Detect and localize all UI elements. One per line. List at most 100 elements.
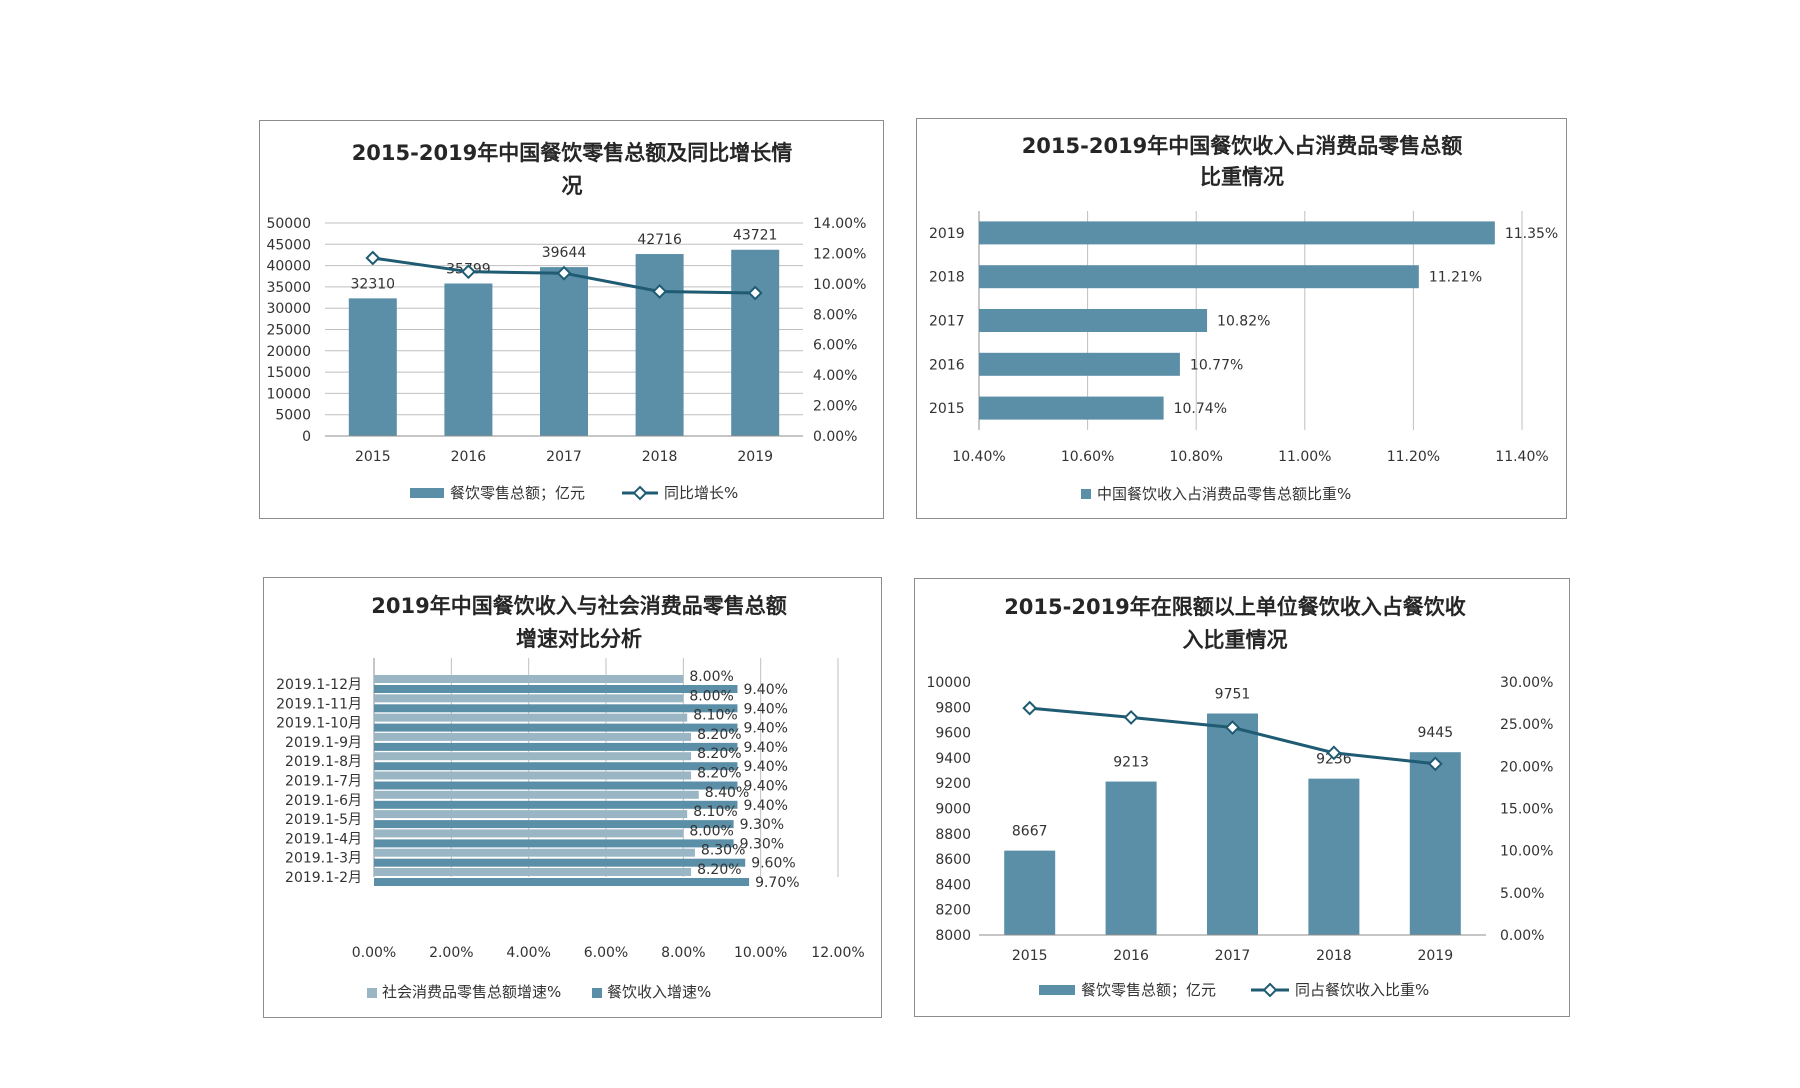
- y-tick-label: 2019: [929, 226, 965, 242]
- bar-value-label: 8.00%: [689, 669, 733, 685]
- bar: [979, 265, 1419, 289]
- bar-value-label: 8.00%: [689, 823, 733, 839]
- y-tick-label: 30000: [266, 301, 311, 317]
- legend-swatch: [410, 488, 444, 498]
- bar-value-label: 9751: [1215, 686, 1251, 702]
- bar-value-label: 39644: [542, 245, 587, 261]
- y-tick-label: 9800: [935, 700, 971, 716]
- chart-title: 2015-2019年在限额以上单位餐饮收入占餐饮收: [1004, 595, 1466, 619]
- bar: [374, 675, 684, 683]
- line-marker: [460, 264, 476, 280]
- bar: [374, 839, 734, 848]
- x-tick-label: 8.00%: [661, 945, 705, 961]
- chart-restaurant-retail-growth: 2015-2019年中国餐饮零售总额及同比增长情况500004500040000…: [266, 141, 866, 502]
- legend-swatch: [592, 988, 602, 998]
- x-tick-label: 2015: [1012, 948, 1048, 964]
- bar-value-label: 8.20%: [697, 746, 741, 762]
- bar-value-label: 9.40%: [743, 740, 787, 756]
- x-tick-label: 11.00%: [1278, 449, 1331, 465]
- line-marker: [747, 285, 763, 301]
- legend-label: 餐饮收入增速%: [607, 983, 711, 1001]
- bar-value-label: 10.77%: [1190, 357, 1243, 373]
- y2-tick-label: 14.00%: [813, 216, 866, 232]
- legend-swatch: [1081, 489, 1091, 499]
- bar-value-label: 11.21%: [1429, 270, 1482, 286]
- y-tick-label: 2019.1-12月: [276, 677, 362, 693]
- x-tick-label: 2017: [546, 449, 582, 465]
- x-tick-label: 2.00%: [429, 945, 473, 961]
- x-tick-label: 10.40%: [952, 449, 1005, 465]
- x-tick-label: 10.00%: [734, 945, 787, 961]
- x-tick-label: 0.00%: [352, 945, 396, 961]
- y-tick-label: 25000: [266, 323, 311, 339]
- x-tick-label: 4.00%: [506, 945, 550, 961]
- y-tick-label: 9200: [935, 776, 971, 792]
- y-tick-label: 8400: [935, 877, 971, 893]
- y-tick-label: 10000: [266, 386, 311, 402]
- line-marker: [1427, 756, 1443, 772]
- line-marker: [1326, 745, 1342, 761]
- legend-label: 社会消费品零售总额增速%: [382, 983, 561, 1001]
- y2-tick-label: 2.00%: [813, 399, 857, 415]
- y-tick-label: 9600: [935, 726, 971, 742]
- bar: [374, 781, 738, 790]
- y-tick-label: 8000: [935, 928, 971, 944]
- legend-label: 同占餐饮收入比重%: [1295, 981, 1429, 999]
- bar: [1004, 850, 1056, 935]
- line-marker: [632, 485, 648, 501]
- x-tick-label: 2016: [451, 449, 487, 465]
- y2-tick-label: 15.00%: [1500, 802, 1553, 818]
- bar: [374, 713, 688, 722]
- bar: [444, 283, 493, 436]
- x-tick-label: 10.80%: [1170, 449, 1223, 465]
- y2-tick-label: 0.00%: [813, 429, 857, 445]
- chart-title: 比重情况: [1200, 165, 1284, 189]
- legend-label: 餐饮零售总额；亿元: [1081, 981, 1216, 999]
- chart-title: 增速对比分析: [516, 627, 642, 651]
- y-tick-label: 20000: [266, 344, 311, 360]
- bar-value-label: 8.20%: [697, 766, 741, 782]
- x-tick-label: 2019: [737, 449, 773, 465]
- legend-swatch: [1039, 985, 1075, 995]
- bar: [374, 820, 734, 829]
- bar-value-label: 8.10%: [693, 708, 737, 724]
- bar: [374, 878, 750, 886]
- bar-value-label: 9213: [1113, 755, 1149, 771]
- y-tick-label: 10000: [926, 675, 971, 691]
- x-tick-label: 12.00%: [811, 945, 864, 961]
- bar-value-label: 9.40%: [743, 759, 787, 775]
- y2-tick-label: 4.00%: [813, 368, 857, 384]
- y2-tick-label: 0.00%: [1500, 928, 1544, 944]
- bar-value-label: 43721: [733, 228, 778, 244]
- bar: [1409, 752, 1461, 935]
- bar: [374, 704, 738, 713]
- bar: [348, 298, 397, 436]
- y2-tick-label: 25.00%: [1500, 717, 1553, 733]
- y-tick-label: 2019.1-10月: [276, 716, 362, 732]
- bar: [374, 790, 699, 799]
- line-marker: [556, 265, 572, 281]
- x-tick-label: 6.00%: [584, 945, 628, 961]
- x-tick-label: 11.40%: [1495, 449, 1548, 465]
- y-tick-label: 2019.1-7月: [285, 774, 362, 790]
- x-tick-label: 2018: [642, 449, 678, 465]
- line-marker: [1022, 700, 1038, 716]
- y2-tick-label: 5.00%: [1500, 886, 1544, 902]
- y-tick-label: 45000: [266, 237, 311, 253]
- bar-value-label: 9.40%: [743, 721, 787, 737]
- bar-value-label: 9.40%: [743, 798, 787, 814]
- chart-title: 2015-2019年中国餐饮零售总额及同比增长情: [352, 141, 793, 165]
- bar-value-label: 8.20%: [697, 727, 741, 743]
- bar: [635, 254, 684, 436]
- bar-value-label: 9.30%: [740, 836, 784, 852]
- x-tick-label: 2015: [355, 449, 391, 465]
- y-tick-label: 2019.1-11月: [276, 696, 362, 712]
- bar: [374, 732, 692, 741]
- bar: [374, 800, 738, 809]
- chart-title: 2015-2019年中国餐饮收入占消费品零售总额: [1022, 134, 1463, 158]
- bar-value-label: 32310: [351, 276, 396, 292]
- legend-swatch: [367, 988, 377, 998]
- chart-panel-restaurant-retail-growth: 2015-2019年中国餐饮零售总额及同比增长情况 50000 45000 40000…: [259, 120, 884, 519]
- bar-value-label: 9.60%: [751, 856, 795, 872]
